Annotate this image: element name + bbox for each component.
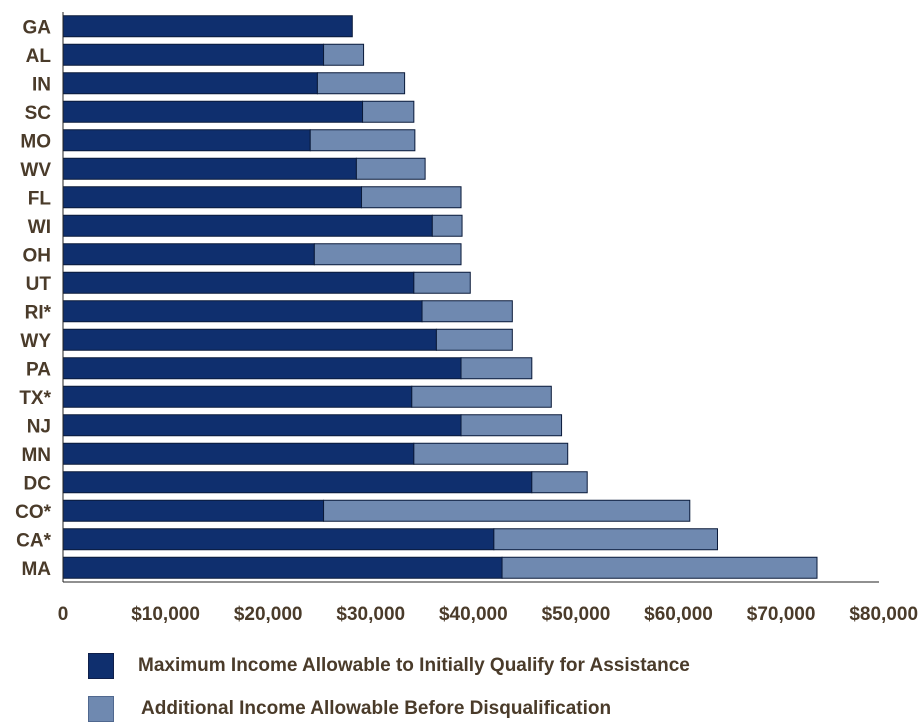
bar-RI-series-0 <box>62 300 423 323</box>
category-label: PA <box>26 359 51 380</box>
category-label: MN <box>21 445 51 466</box>
category-label: CA* <box>16 530 51 551</box>
bar-SC-series-1 <box>362 100 415 123</box>
bar-CO-series-0 <box>62 499 325 522</box>
bar-SC-series-0 <box>62 100 364 123</box>
bar-WI-series-1 <box>431 214 463 237</box>
bar-NJ-series-0 <box>62 414 462 437</box>
category-label: CO* <box>15 502 52 523</box>
category-label: AL <box>26 46 52 67</box>
category-label: OH <box>23 245 52 266</box>
x-tick-label: $10,000 <box>131 604 200 625</box>
x-tick-label: $70,000 <box>747 604 816 625</box>
category-label: MO <box>20 131 51 152</box>
category-label: FL <box>28 188 52 209</box>
x-tick-label: $50,000 <box>542 604 611 625</box>
bar-OH-series-0 <box>62 243 315 266</box>
bar-OH-series-1 <box>313 243 462 266</box>
category-label: WY <box>20 331 51 352</box>
bar-MA-series-1 <box>501 556 818 579</box>
bar-NJ-series-1 <box>460 414 563 437</box>
bar-UT-series-1 <box>413 271 471 294</box>
bar-WI-series-0 <box>62 214 433 237</box>
x-tick-label: 0 <box>58 604 69 625</box>
bar-MN-series-0 <box>62 442 415 465</box>
bar-AL-series-1 <box>323 43 365 66</box>
category-label: DC <box>24 473 52 494</box>
legend-label-max-income: Maximum Income Allowable to Initially Qu… <box>138 655 690 676</box>
bar-DC-series-1 <box>531 471 588 494</box>
category-label: SC <box>25 103 52 124</box>
bar-IN-series-0 <box>62 72 318 95</box>
x-tick-label: $80,000 <box>849 604 918 625</box>
x-tick-labels: 0 $10,000 $20,000 $30,000 $40,000 $50,000 $60,… <box>58 604 918 625</box>
legend-item-additional-income: Additional Income Allowable Before Disqu… <box>88 696 611 722</box>
legend-item-max-income: Maximum Income Allowable to Initially Qu… <box>88 653 690 679</box>
category-labels: GA AL IN SC MO WV FL WI OH UT RI* WY PA TX* NJ MN DC CO* C… <box>15 17 52 580</box>
bar-TX-series-0 <box>62 385 413 408</box>
category-label: IN <box>32 74 51 95</box>
bar-IN-series-1 <box>316 72 406 95</box>
x-tick-label: $20,000 <box>234 604 303 625</box>
bars-group <box>62 15 818 579</box>
bar-WY-series-0 <box>62 328 437 351</box>
legend-swatch-additional-income <box>88 696 114 722</box>
chart: GA AL IN SC MO WV FL WI OH UT RI* WY PA TX* NJ MN DC CO* C… <box>15 12 918 625</box>
bar-AL-series-0 <box>62 43 325 66</box>
legend-label-additional-income: Additional Income Allowable Before Disqu… <box>141 698 612 719</box>
bar-CA-series-1 <box>493 528 718 551</box>
bar-FL-series-1 <box>361 186 462 209</box>
bar-MO-series-1 <box>309 129 416 152</box>
category-label: RI* <box>25 302 52 323</box>
bar-PA-series-0 <box>62 357 462 380</box>
bar-WV-series-0 <box>62 157 357 180</box>
bar-MA-series-0 <box>62 556 503 579</box>
bar-GA-series-0 <box>62 15 353 38</box>
bar-FL-series-0 <box>62 186 363 209</box>
bar-MN-series-1 <box>413 442 569 465</box>
x-tick-label: $30,000 <box>336 604 405 625</box>
bar-TX-series-1 <box>411 385 552 408</box>
category-label: TX* <box>19 388 51 409</box>
bar-MO-series-0 <box>62 129 311 152</box>
bar-DC-series-0 <box>62 471 533 494</box>
category-label: WI <box>28 217 51 238</box>
bar-WV-series-1 <box>355 157 426 180</box>
bar-PA-series-1 <box>460 357 533 380</box>
x-tick-label: $60,000 <box>644 604 713 625</box>
bar-UT-series-0 <box>62 271 415 294</box>
category-label: NJ <box>27 416 51 437</box>
category-label: WV <box>20 160 51 181</box>
legend-swatch-max-income <box>88 653 114 679</box>
bar-RI-series-1 <box>421 300 513 323</box>
bar-CO-series-1 <box>323 499 691 522</box>
bar-CA-series-0 <box>62 528 495 551</box>
bar-WY-series-1 <box>435 328 513 351</box>
category-label: GA <box>23 17 52 38</box>
category-label: UT <box>26 274 52 295</box>
category-label: MA <box>21 559 51 580</box>
x-tick-label: $40,000 <box>439 604 508 625</box>
